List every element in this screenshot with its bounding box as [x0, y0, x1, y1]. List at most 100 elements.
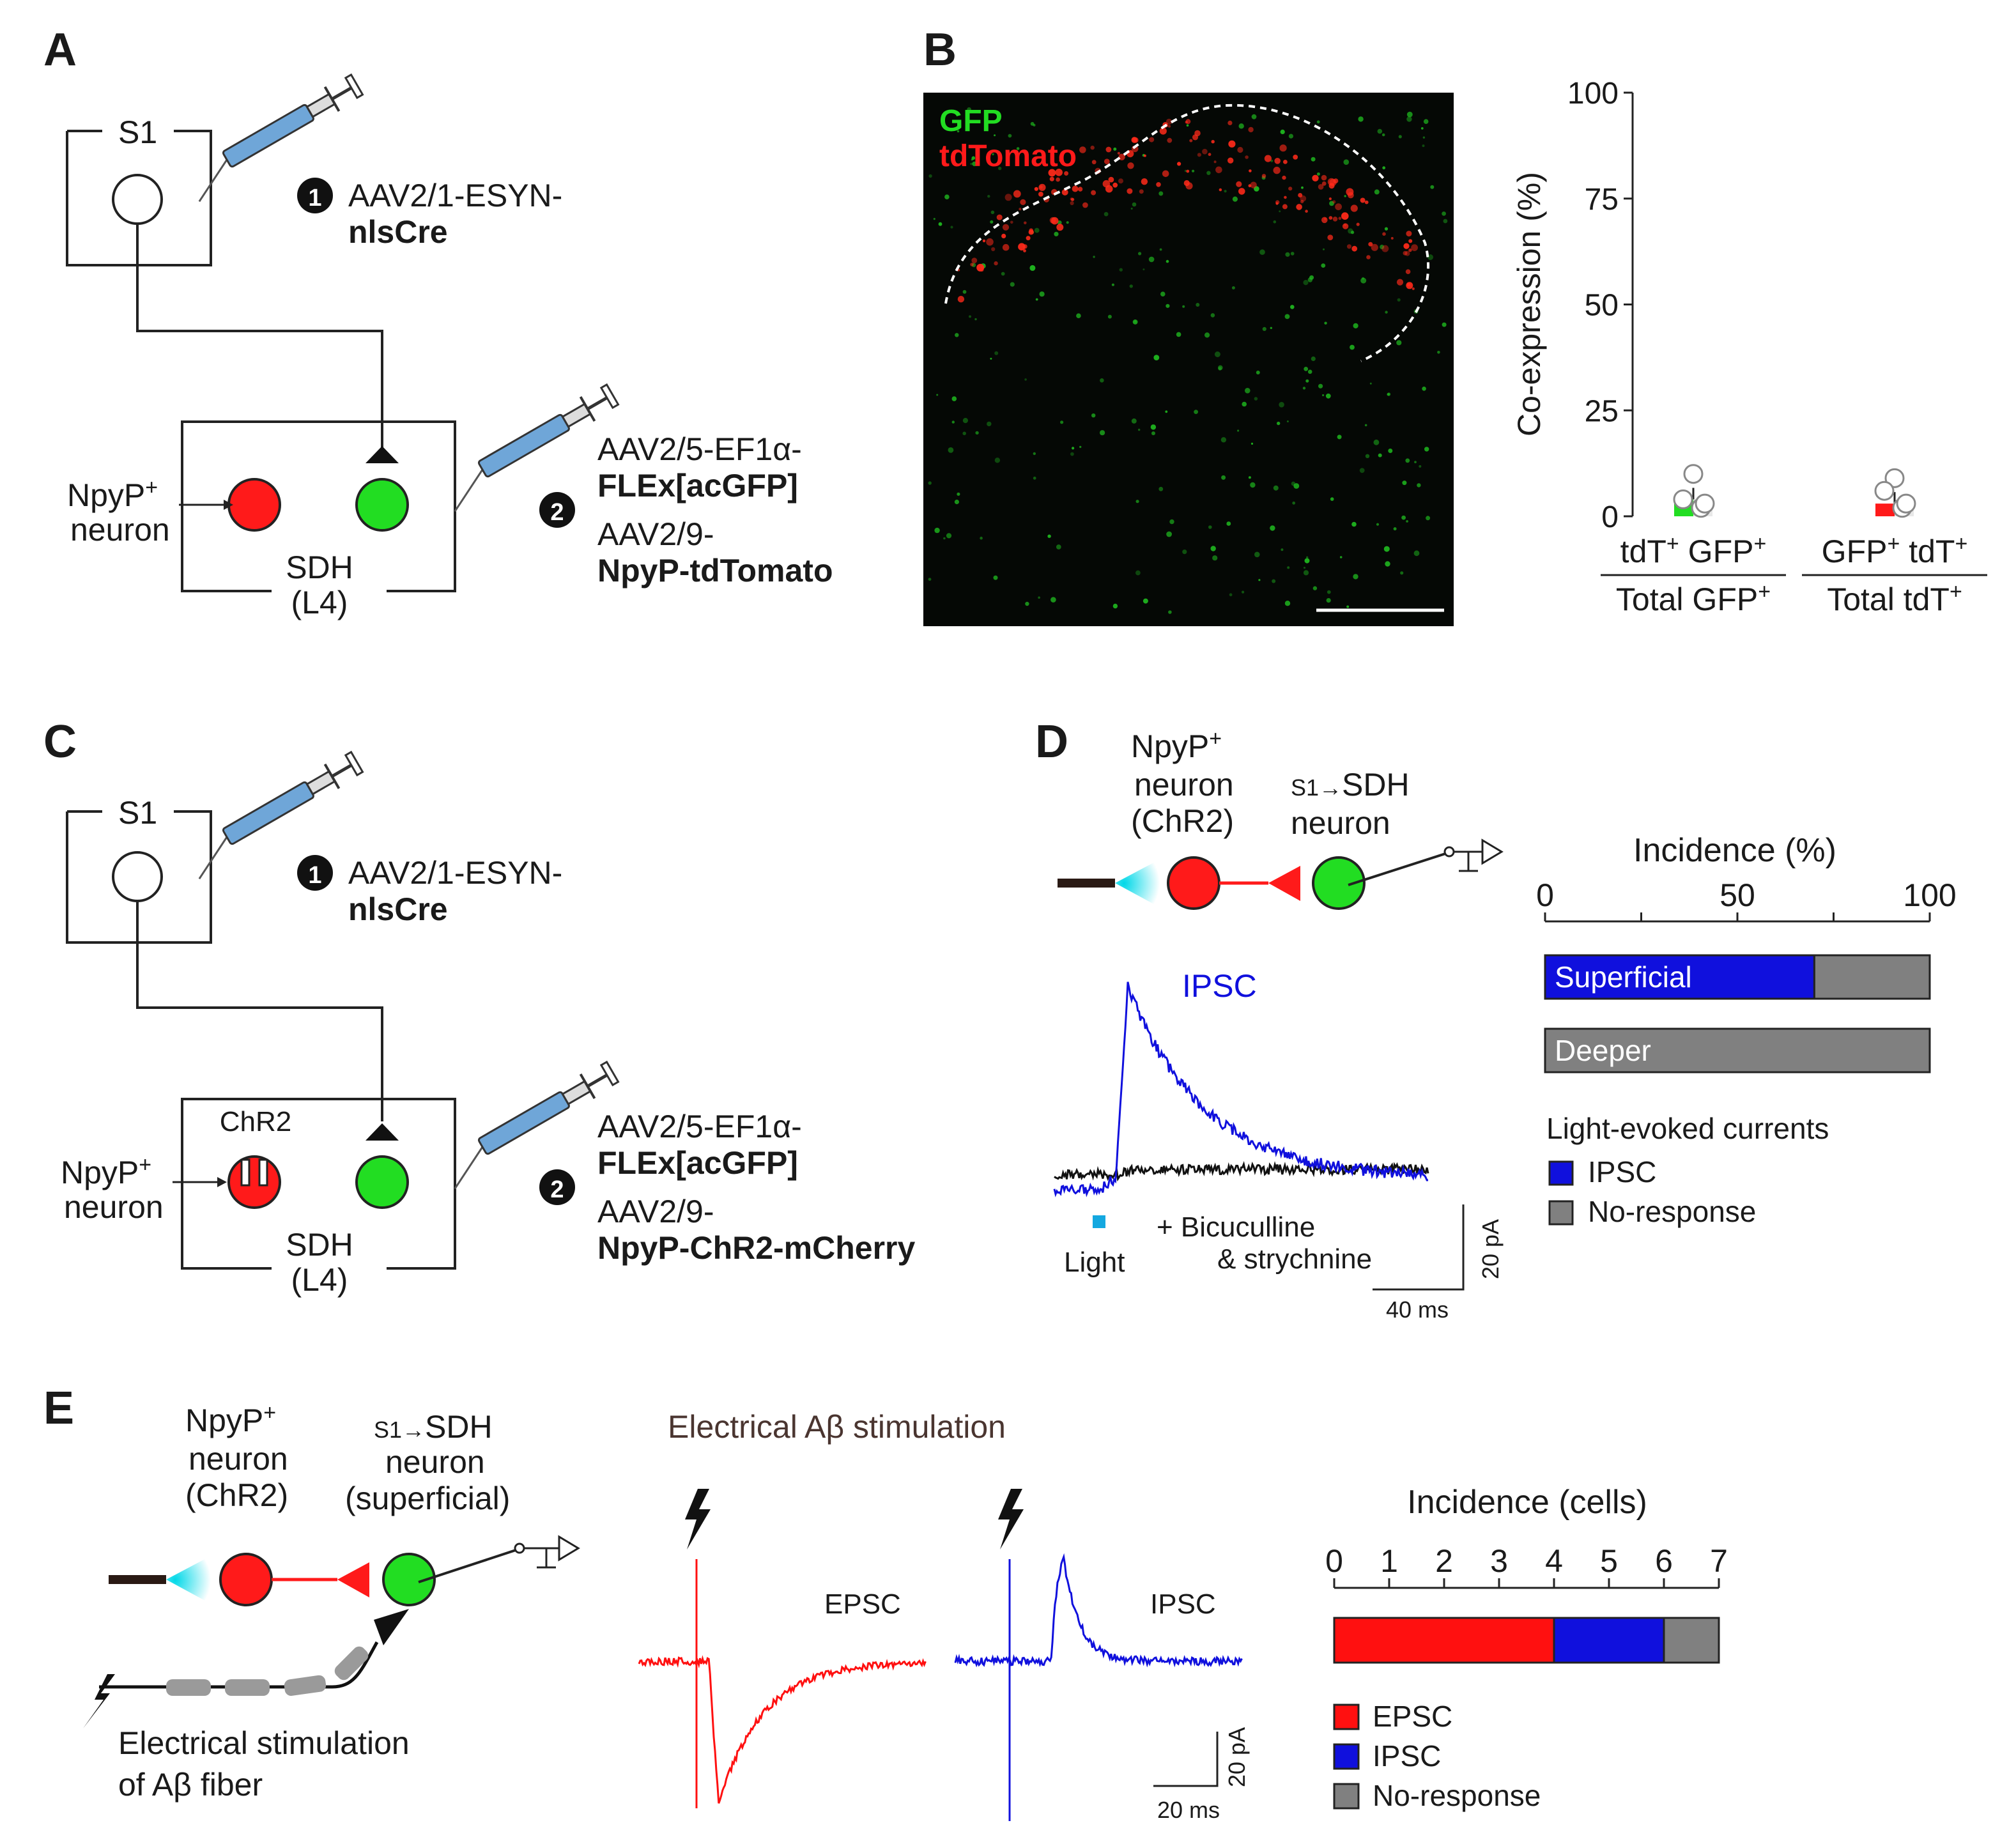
tdtomato-cell [1288, 187, 1293, 191]
gfp-cell [969, 315, 971, 318]
gfp-cell [1348, 228, 1353, 234]
gfp-cell [1351, 231, 1355, 235]
legend-tdtomato: tdTomato [939, 139, 1077, 173]
gfp-cell [1035, 298, 1038, 301]
gfp-cell [1301, 186, 1304, 189]
gfp-cell [1344, 195, 1346, 197]
tdtomato-cell [1019, 208, 1022, 211]
gfp-cell [1100, 378, 1104, 383]
recorded-neuron [382, 1553, 436, 1606]
tdtomato-cell [1091, 190, 1096, 196]
gfp-cell [1358, 116, 1364, 122]
gfp-cell [1405, 458, 1410, 463]
gfp-cell [993, 575, 998, 580]
arrow-head [224, 500, 233, 510]
gfp-cell [1226, 521, 1231, 526]
tdtomato-cell [1238, 188, 1245, 195]
gfp-cell [974, 318, 977, 321]
gfp-cell [1194, 410, 1198, 414]
tdtomato-cell [1406, 231, 1412, 237]
legend-swatch [1548, 1200, 1574, 1226]
tdtomato-cell [1026, 236, 1031, 241]
tdtomato-cell [1318, 184, 1324, 190]
chart-title: Incidence (cells) [1407, 1484, 1647, 1521]
gfp-cell [1307, 369, 1312, 374]
gfp-cell [980, 536, 983, 540]
tdtomato-cell [982, 239, 986, 243]
x-tick-label: 2 [1435, 1543, 1453, 1579]
legend-swatch [1333, 1743, 1360, 1770]
projection-axon [136, 224, 383, 447]
gfp-cell [1242, 401, 1247, 407]
legend-gfp: GFP [939, 104, 1003, 138]
gfp-cell [994, 134, 996, 137]
tdtomato-cell [996, 214, 1003, 220]
x-tick-label: 7 [1710, 1543, 1728, 1579]
gfp-cell [1383, 546, 1390, 552]
virus-3-construct: NpyP-tdTomato [597, 553, 833, 588]
gfp-cell [1254, 551, 1260, 558]
tdtomato-cell [1249, 169, 1252, 173]
tdtomato-cell [1341, 212, 1349, 220]
e-traces [638, 1553, 1243, 1821]
legend-label: EPSC [1373, 1700, 1452, 1733]
data-point [1683, 464, 1704, 484]
tdtomato-cell [1248, 127, 1254, 133]
gfp-cell [1329, 201, 1334, 206]
s1-label: S1 [118, 795, 157, 831]
y-tick-label: 100 [1567, 77, 1619, 111]
gfp-cell [1312, 586, 1318, 590]
legend-label: IPSC [1588, 1155, 1656, 1188]
gfp-cell [1279, 210, 1281, 213]
tdtomato-cell [1156, 182, 1161, 187]
tdtomato-cell [1282, 175, 1286, 180]
gfp-cell [971, 156, 976, 160]
axon-terminal [365, 1123, 399, 1141]
gfp-cell [1079, 445, 1082, 449]
gfp-cell [1166, 304, 1170, 308]
tdtomato-cell [1162, 170, 1169, 178]
light-label: Light [1064, 1247, 1125, 1278]
tdtomato-cell [1227, 157, 1234, 164]
virus-1-name: AAV2/1-ESYN- [348, 178, 562, 213]
gfp-cell [1166, 531, 1172, 537]
gfp-cell [1280, 129, 1285, 134]
tdtomato-cell [1412, 287, 1415, 290]
gfp-cell [1306, 556, 1309, 558]
gfp-cell [990, 210, 995, 215]
gfp-cell [1091, 413, 1096, 418]
tdtomato-cell [991, 247, 996, 252]
gfp-cell [1304, 367, 1309, 371]
stimulation-label: Electrical stimulation [118, 1725, 410, 1761]
tdtomato-cell [1056, 177, 1060, 182]
stimulus-bolt-icon-2 [998, 1489, 1024, 1550]
step-1-badge [297, 855, 333, 891]
gfp-cell [1138, 252, 1142, 256]
virus-2-construct: FLEx[acGFP] [597, 468, 798, 504]
gfp-cell [1070, 452, 1074, 456]
tdtomato-cell [1283, 160, 1288, 164]
gfp-cell [1339, 556, 1343, 558]
gfp-cell [1316, 120, 1320, 124]
postsynaptic-label: S1→SDH [374, 1409, 493, 1445]
tdtomato-cell [1368, 242, 1373, 247]
gfp-cell [1119, 268, 1123, 272]
gfp-cell [1151, 431, 1155, 436]
s1-box [66, 130, 212, 266]
tdtomato-cell [1143, 154, 1146, 157]
tdtomato-cell [1079, 146, 1086, 153]
tdtomato-cell [1360, 197, 1366, 203]
tdtomato-cell [1264, 155, 1272, 162]
gfp-cell [936, 394, 939, 396]
npyp-chr2-neuron [1167, 856, 1220, 910]
gfp-cell [990, 357, 992, 360]
tdtomato-cell [1381, 245, 1389, 252]
amplifier-icon [558, 1535, 580, 1562]
tdtomato-cell [1312, 174, 1319, 181]
x-tick-label: 0 [1325, 1543, 1343, 1579]
gfp-cell [1396, 340, 1402, 346]
bar-segment [1663, 1617, 1720, 1664]
tdtomato-cell [1034, 187, 1038, 191]
gfp-cell [1387, 393, 1390, 396]
gfp-cell [1034, 227, 1040, 233]
